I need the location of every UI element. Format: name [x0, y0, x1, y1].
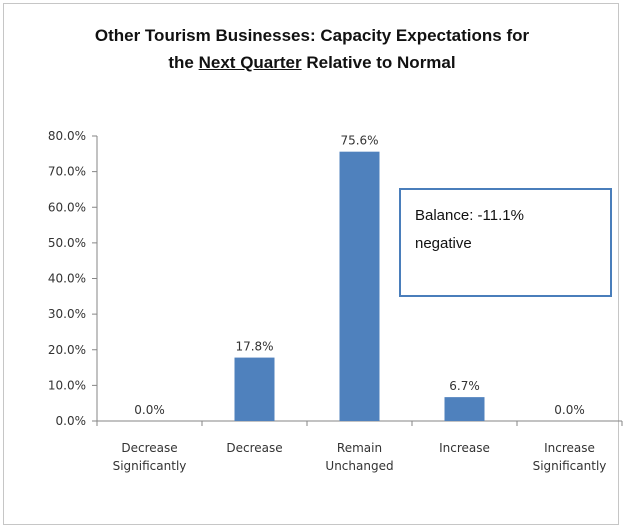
chart-title-line2: the Next Quarter Relative to Normal [0, 49, 624, 76]
y-tick-label: 30.0% [48, 307, 86, 321]
bar [339, 151, 380, 422]
x-tick-label: Increase [544, 441, 595, 455]
bar [234, 357, 275, 421]
x-tick-label: Increase [439, 441, 490, 455]
x-tick-label: Unchanged [325, 459, 393, 473]
chart-title-line2-pre: the [168, 53, 199, 72]
chart-title: Other Tourism Businesses: Capacity Expec… [0, 22, 624, 76]
y-tick-label: 20.0% [48, 343, 86, 357]
y-tick-label: 70.0% [48, 165, 86, 179]
x-tick-label: Significantly [113, 459, 187, 473]
bar [444, 397, 485, 421]
chart-title-emphasis: Next Quarter [198, 53, 302, 72]
x-tick-label: Decrease [226, 441, 282, 455]
y-tick-label: 40.0% [48, 272, 86, 286]
y-tick-label: 10.0% [48, 378, 86, 392]
data-label: 0.0% [554, 403, 585, 417]
x-tick-label: Significantly [533, 459, 607, 473]
y-tick-label: 60.0% [48, 200, 86, 214]
y-tick-label: 0.0% [56, 414, 87, 428]
data-label: 0.0% [134, 403, 165, 417]
x-tick-label: Remain [337, 441, 382, 455]
data-label: 75.6% [340, 134, 378, 148]
annotation-direction: negative [415, 235, 472, 252]
annotation-balance: Balance: -11.1% [415, 207, 524, 224]
data-label: 6.7% [449, 379, 480, 393]
data-label: 17.8% [235, 340, 273, 354]
y-tick-label: 80.0% [48, 129, 86, 143]
balance-annotation: Balance: -11.1% negative [399, 188, 612, 297]
y-tick-label: 50.0% [48, 236, 86, 250]
x-tick-label: Decrease [121, 441, 177, 455]
chart-title-line1: Other Tourism Businesses: Capacity Expec… [94, 26, 530, 45]
chart-title-line2-post: Relative to Normal [301, 53, 456, 72]
